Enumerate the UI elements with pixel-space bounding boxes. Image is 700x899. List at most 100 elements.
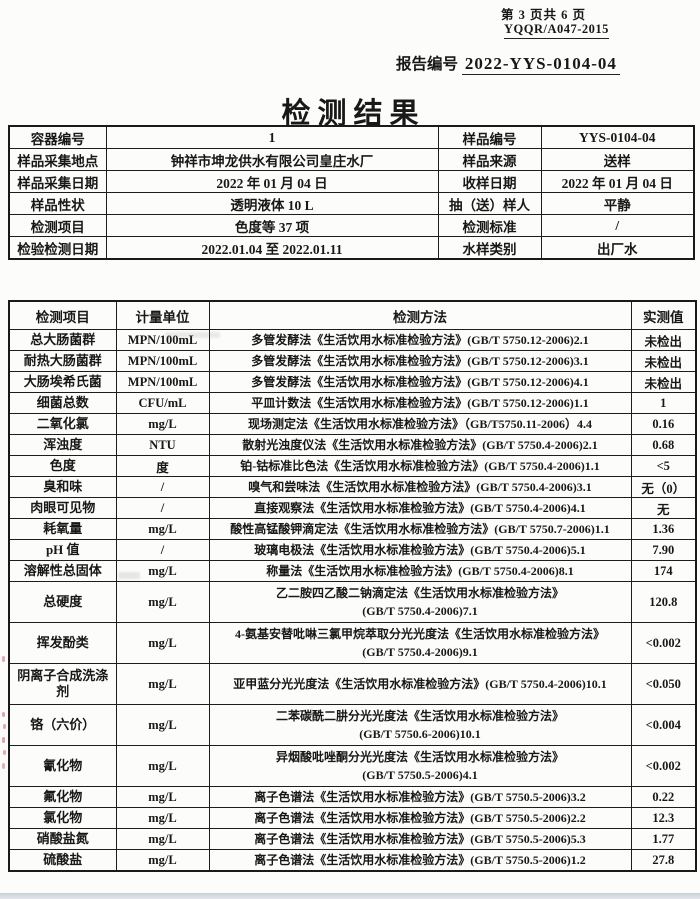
method-line: 乙二胺四乙酸二钠滴定法《生活饮用水标准检验方法》	[275, 586, 564, 600]
result-row: 硫酸盐 mg/L 离子色谱法《生活饮用水标准检验方法》(GB/T 5750.5-20…	[8, 849, 697, 872]
method-line: (GB/T 5750.5-2006)4.1	[362, 768, 478, 782]
result-item-cell: 阴离子合成洗涤剂	[8, 663, 117, 705]
result-item-cell: 二氧化氯	[8, 413, 117, 435]
result-method-cell: 多管发酵法《生活饮用水标准检验方法》(GB/T 5750.12-2006)4.1	[208, 371, 632, 393]
method-line: 铂-钴标准比色法《生活饮用水标准检验方法》(GB/T 5750.4-2006)1…	[240, 459, 600, 473]
result-item-cell: 细菌总数	[8, 392, 117, 414]
result-item-cell: 总大肠菌群	[8, 329, 117, 351]
result-method-cell: 嗅气和尝味法《生活饮用水标准检验方法》(GB/T 5750.4-2006)3.1	[208, 476, 632, 498]
result-method-cell: 离子色谱法《生活饮用水标准检验方法》(GB/T 5750.5-2006)3.2	[208, 786, 632, 808]
method-line: 多管发酵法《生活饮用水标准检验方法》(GB/T 5750.12-2006)2.1	[251, 333, 589, 347]
result-unit-cell: mg/L	[115, 518, 210, 540]
result-method-cell: 离子色谱法《生活饮用水标准检验方法》(GB/T 5750.5-2006)5.3	[208, 828, 632, 850]
result-method-cell: 离子色谱法《生活饮用水标准检验方法》(GB/T 5750.5-2006)1.2	[208, 849, 632, 872]
scan-artifact	[3, 724, 6, 729]
result-item-cell: 硫酸盐	[8, 849, 117, 872]
result-unit-cell: CFU/mL	[115, 392, 210, 414]
result-item-cell: 氯化物	[8, 807, 117, 829]
result-row: 耐热大肠菌群 MPN/100mL 多管发酵法《生活饮用水标准检验方法》(GB/T 5…	[8, 350, 697, 372]
info-row: 样品采集地点 钟祥市坤龙供水有限公司皇庄水厂 样品来源 送样	[8, 148, 695, 171]
method-line: 现场测定法《生活饮用水标准检验方法》（GB/T5750.11-2006）4.4	[247, 417, 592, 431]
scan-edge-strip	[0, 893, 700, 899]
scan-artifact	[165, 332, 220, 338]
result-value-cell: <5	[630, 455, 697, 477]
result-row: 硝酸盐氮 mg/L 离子色谱法《生活饮用水标准检验方法》(GB/T 5750.5-2…	[8, 828, 697, 850]
page-number-text: 第 3 页共 6 页	[501, 8, 587, 22]
result-value-cell: 174	[630, 560, 697, 582]
result-unit-cell: mg/L	[115, 828, 210, 850]
method-line: 多管发酵法《生活饮用水标准检验方法》(GB/T 5750.12-2006)4.1	[251, 375, 589, 389]
info-label-cell: 样品来源	[437, 148, 542, 171]
info-value-cell: YYS-0104-04	[540, 125, 695, 149]
result-item-cell: 氟化物	[8, 786, 117, 808]
result-unit-cell: /	[115, 497, 210, 519]
result-value-cell: 未检出	[630, 371, 697, 393]
info-label-cell: 样品性状	[8, 192, 107, 215]
result-item-cell: 氰化物	[8, 745, 117, 787]
result-unit-cell: NTU	[115, 434, 210, 456]
method-line: 二苯碳酰二肼分光光度法《生活饮用水标准检验方法》	[275, 709, 564, 723]
result-method-cell: 直接观察法《生活饮用水标准检验方法》(GB/T 5750.4-2006)4.1	[208, 497, 632, 519]
result-unit-cell: mg/L	[115, 807, 210, 829]
result-value-cell: 0.68	[630, 434, 697, 456]
result-value-cell: 1	[630, 392, 697, 414]
info-label-cell: 水样类别	[437, 236, 542, 260]
method-line: 嗅气和尝味法《生活饮用水标准检验方法》(GB/T 5750.4-2006)3.1	[248, 480, 592, 494]
column-header: 计量单位	[115, 300, 210, 330]
result-unit-cell: /	[115, 476, 210, 498]
result-method-cell: 4-氨基安替吡啉三氯甲烷萃取分光光度法《生活饮用水标准检验方法》 (GB/T 57…	[208, 622, 632, 664]
result-row: 总硬度 mg/L 乙二胺四乙酸二钠滴定法《生活饮用水标准检验方法》 (GB/T 575…	[8, 581, 697, 623]
result-unit-cell: MPN/100mL	[115, 371, 210, 393]
result-method-cell: 离子色谱法《生活饮用水标准检验方法》(GB/T 5750.5-2006)2.2	[208, 807, 632, 829]
sample-info-table: 容器编号 1 样品编号 YYS-0104-04 样品采集地点 钟祥市坤龙供水有限公司皇庄水…	[8, 125, 695, 260]
result-row: 挥发酚类 mg/L 4-氨基安替吡啉三氯甲烷萃取分光光度法《生活饮用水标准检验方法》…	[8, 622, 697, 664]
info-label-cell: 样品采集日期	[8, 170, 107, 193]
result-method-cell: 称量法《生活饮用水标准检验方法》(GB/T 5750.4-2006)8.1	[208, 560, 632, 582]
result-item-cell: 色度	[8, 455, 117, 477]
info-label-cell: 检测项目	[8, 214, 107, 237]
result-unit-cell: mg/L	[115, 704, 210, 746]
result-unit-cell: mg/L	[115, 581, 210, 623]
scan-artifact	[3, 750, 6, 755]
info-label-cell: 检验检测日期	[8, 236, 107, 260]
scan-artifact	[2, 763, 5, 769]
method-line: 离子色谱法《生活饮用水标准检验方法》(GB/T 5750.5-2006)2.2	[254, 811, 586, 825]
result-item-cell: pH 值	[8, 539, 117, 561]
method-line: (GB/T 5750.4-2006)7.1	[362, 604, 478, 618]
info-value-cell: 色度等 37 项	[105, 214, 439, 237]
result-value-cell: 0.22	[630, 786, 697, 808]
result-value-cell: 120.8	[630, 581, 697, 623]
result-row: 浑浊度 NTU 散射光浊度仪法《生活饮用水标准检验方法》(GB/T 5750.4-2…	[8, 434, 697, 456]
info-value-cell: /	[540, 214, 695, 237]
result-row: 氟化物 mg/L 离子色谱法《生活饮用水标准检验方法》(GB/T 5750.5-20…	[8, 786, 697, 808]
result-unit-cell: mg/L	[115, 786, 210, 808]
result-method-cell: 现场测定法《生活饮用水标准检验方法》（GB/T5750.11-2006）4.4	[208, 413, 632, 435]
result-method-cell: 亚甲蓝分光光度法《生活饮用水标准检验方法》(GB/T 5750.4-2006)1…	[208, 663, 632, 705]
info-row: 检验检测日期 2022.01.04 至 2022.01.11 水样类别 出厂水	[8, 236, 695, 260]
result-method-cell: 二苯碳酰二肼分光光度法《生活饮用水标准检验方法》 (GB/T 5750.6-200…	[208, 704, 632, 746]
info-value-cell: 2022.01.04 至 2022.01.11	[105, 236, 439, 260]
method-line: 亚甲蓝分光光度法《生活饮用水标准检验方法》(GB/T 5750.4-2006)1…	[233, 677, 607, 691]
info-label-cell: 容器编号	[8, 125, 107, 149]
method-line: 异烟酸吡唑酮分光光度法《生活饮用水标准检验方法》	[275, 750, 564, 764]
info-label-cell: 收样日期	[437, 170, 542, 193]
result-row: 氯化物 mg/L 离子色谱法《生活饮用水标准检验方法》(GB/T 5750.5-20…	[8, 807, 697, 829]
column-header: 检测方法	[208, 300, 632, 330]
result-row: 总大肠菌群 MPN/100mL 多管发酵法《生活饮用水标准检验方法》(GB/T 57…	[8, 329, 697, 351]
method-line: 离子色谱法《生活饮用水标准检验方法》(GB/T 5750.5-2006)3.2	[254, 790, 586, 804]
method-line: 平皿计数法《生活饮用水标准检验方法》(GB/T 5750.12-2006)1.1	[251, 396, 589, 410]
result-method-cell: 多管发酵法《生活饮用水标准检验方法》(GB/T 5750.12-2006)3.1	[208, 350, 632, 372]
result-item-cell: 耐热大肠菌群	[8, 350, 117, 372]
method-line: (GB/T 5750.4-2006)9.1	[362, 645, 478, 659]
result-row: 色度度 铂-钴标准比色法《生活饮用水标准检验方法》(GB/T 5750.4-200…	[8, 455, 697, 477]
method-line: 称量法《生活饮用水标准检验方法》(GB/T 5750.4-2006)8.1	[266, 564, 574, 578]
result-unit-cell: mg/L	[115, 663, 210, 705]
scan-artifact	[2, 737, 5, 743]
method-line: 直接观察法《生活饮用水标准检验方法》(GB/T 5750.4-2006)4.1	[254, 501, 586, 515]
info-value-cell: 2022 年 01 月 04 日	[540, 170, 695, 193]
result-value-cell: 0.16	[630, 413, 697, 435]
scan-artifact	[2, 712, 5, 717]
column-header: 检测项目	[8, 300, 117, 330]
result-unit-cell: mg/L	[115, 745, 210, 787]
